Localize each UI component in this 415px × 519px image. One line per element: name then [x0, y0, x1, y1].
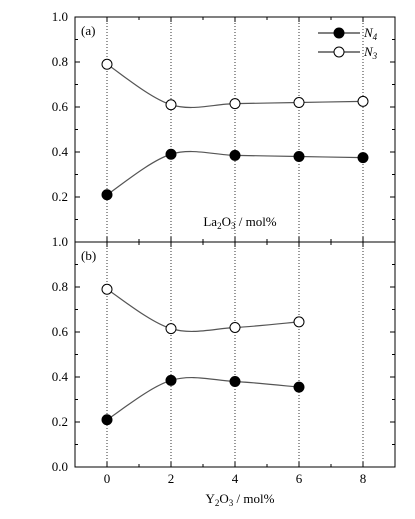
data-point-N3 — [101, 283, 113, 295]
y-tick-label: 0.8 — [52, 54, 68, 69]
data-point-N3 — [165, 99, 177, 111]
x-tick-label: 2 — [168, 471, 175, 486]
data-point-N3 — [293, 316, 305, 328]
data-point-N4 — [293, 381, 305, 393]
x-tick-label: 0 — [104, 471, 111, 486]
y-tick-label: 0.8 — [52, 279, 68, 294]
x-axis-label: Y2O3 / mol% — [206, 491, 275, 508]
data-point-N3 — [357, 95, 369, 107]
legend-label: N4 — [363, 25, 378, 42]
data-point-N4 — [229, 376, 241, 387]
data-point-N3 — [101, 58, 113, 70]
panel-label: (a) — [81, 23, 95, 38]
legend-marker — [333, 27, 345, 39]
data-point-N4 — [293, 151, 305, 162]
series-line-N4 — [106, 376, 300, 421]
y-tick-label: 1.0 — [52, 9, 68, 24]
data-point-N3 — [229, 98, 241, 110]
data-point-N4 — [165, 374, 177, 386]
data-point-N4 — [101, 414, 113, 426]
x-tick-label: 4 — [232, 471, 239, 486]
y-tick-label: 0.6 — [52, 324, 69, 339]
panel-label: (b) — [81, 248, 96, 263]
legend-label: N3 — [363, 44, 378, 61]
legend-marker — [333, 46, 345, 58]
data-point-N4 — [101, 189, 113, 201]
y-tick-label: 0.2 — [52, 414, 68, 429]
y-tick-label: 0.6 — [52, 99, 69, 114]
x-axis-label: La2O3 / mol% — [203, 214, 276, 231]
data-point-N4 — [357, 152, 369, 164]
y-tick-label: 0.0 — [52, 459, 68, 474]
series-line-N3 — [106, 288, 300, 333]
panel-b: 0.0 0.2 0.4 0.6 0.8 1.0 0 2 4 6 8 (b) Y2O3 / mol% — [52, 234, 396, 508]
data-point-N3 — [293, 97, 305, 108]
x-tick-label: 8 — [360, 471, 367, 486]
y-tick-label: 1.0 — [52, 234, 68, 249]
data-point-N3 — [229, 322, 241, 333]
data-point-N4 — [165, 148, 177, 160]
y-tick-label: 0.4 — [52, 369, 69, 384]
y-tick-label: 0.4 — [52, 144, 69, 159]
data-point-N3 — [165, 323, 177, 335]
data-point-N4 — [229, 149, 241, 161]
x-tick-label: 6 — [296, 471, 303, 486]
panel-a: 0.2 0.4 0.6 0.8 1.0 (a) La2O3 / mol% N4 N3 — [52, 9, 396, 243]
y-tick-label: 0.2 — [52, 189, 68, 204]
